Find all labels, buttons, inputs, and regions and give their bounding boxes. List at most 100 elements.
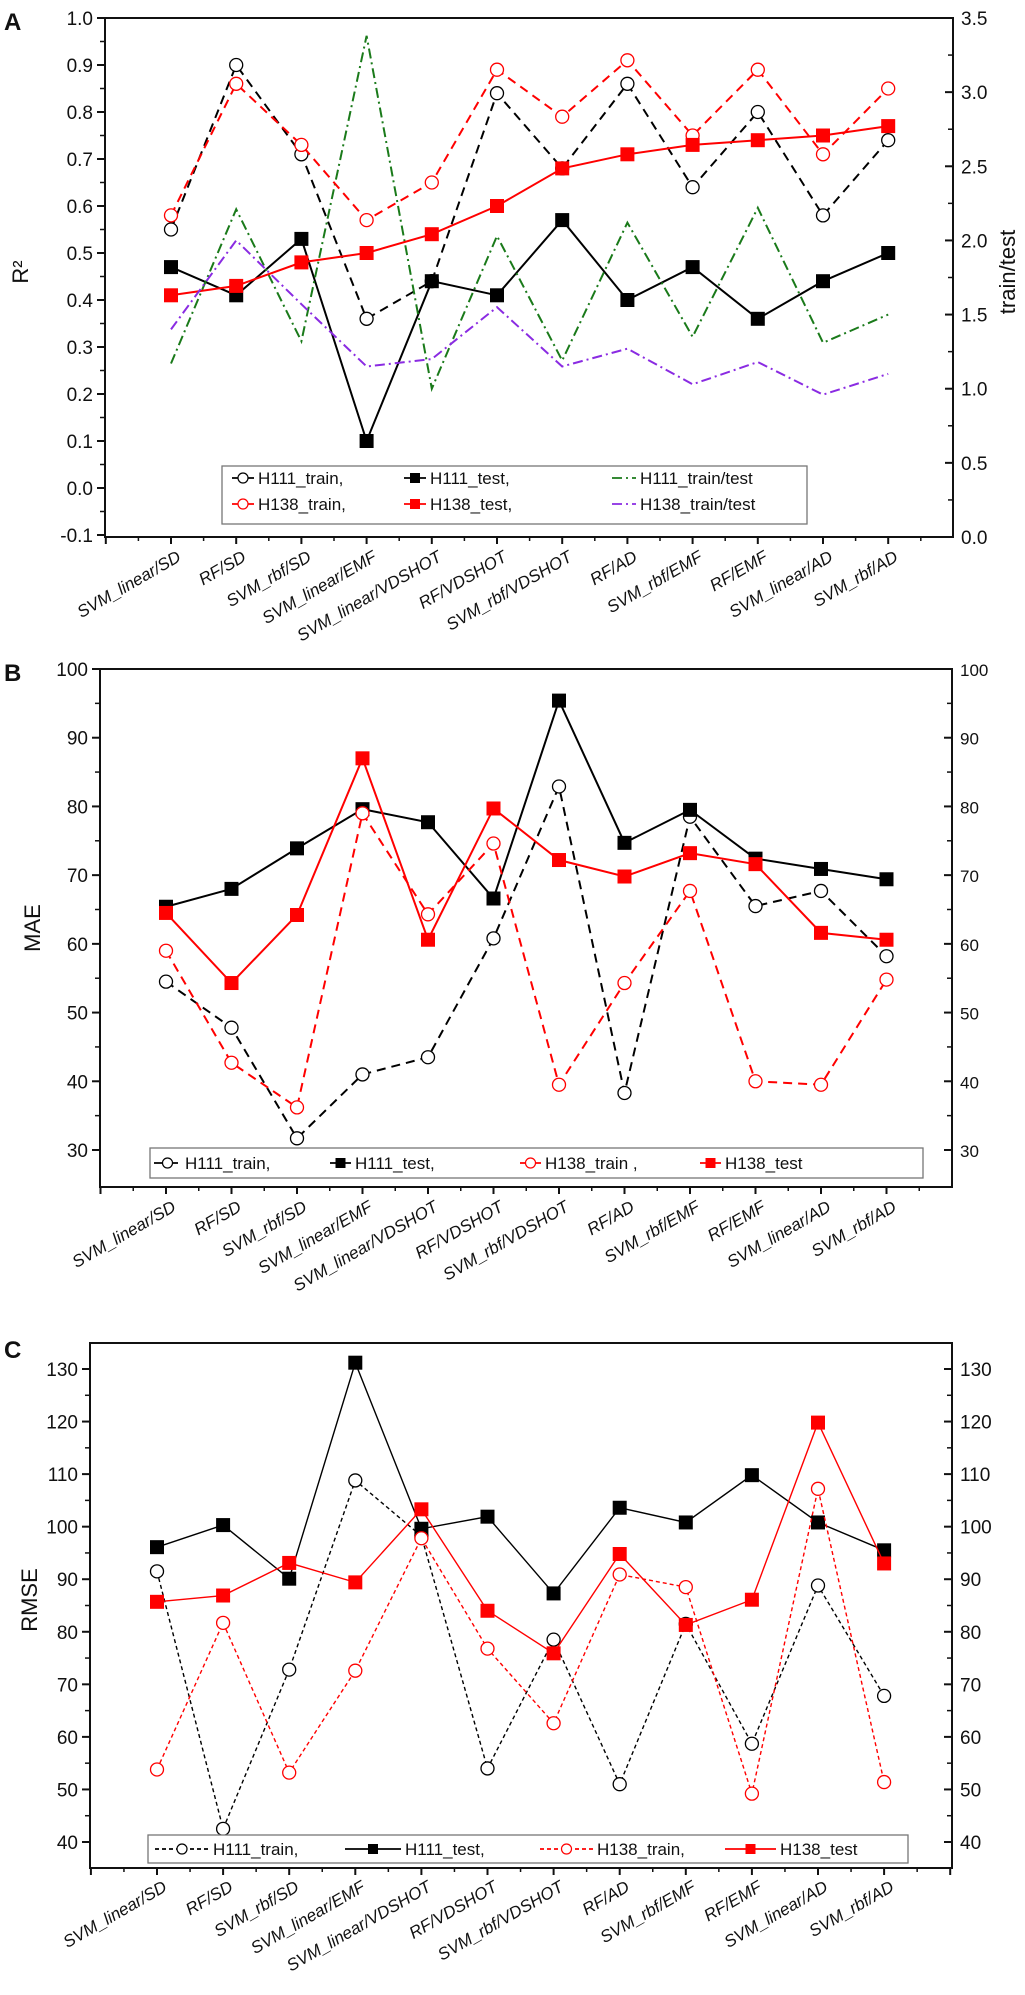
legend-label: H111_train, [258, 469, 343, 488]
data-point-square [294, 231, 309, 246]
y-tick-label: 40 [67, 1072, 88, 1093]
legend-label: H138_train, [597, 1840, 685, 1859]
y-axis-left: 30 40 50 60 70 80 90 100 [56, 660, 100, 1162]
y-tick-label: 60 [67, 935, 88, 956]
data-point-square [159, 905, 173, 920]
legend-label: H111_test, [405, 1840, 485, 1859]
data-point-circle [489, 62, 505, 77]
y-axis-left: -0.1 0.0 0.1 0.2 0.3 0.4 0.5 0.6 0.7 0.8 0.9 1.0 [60, 9, 105, 547]
legend-label: H138_test, [430, 495, 512, 514]
y-tick-label: 80 [57, 1623, 78, 1644]
data-point-square [490, 288, 504, 303]
y-tick-label: 0.2 [67, 385, 93, 406]
data-point-square [224, 976, 239, 991]
y2-tick-label: 130 [960, 1360, 992, 1381]
data-point-circle [551, 1077, 567, 1092]
data-point-square [811, 1515, 825, 1530]
series-line [156, 1420, 885, 1655]
y-tick-label: 40 [57, 1833, 78, 1854]
y-tick-label: 0.4 [67, 291, 94, 312]
data-point-circle [294, 137, 309, 153]
data-point-circle [289, 1100, 305, 1115]
legend-marker-circle [176, 1843, 188, 1855]
x-category-label: RF/SD [196, 547, 250, 589]
data-point-circle [620, 53, 635, 68]
data-point-circle [881, 133, 896, 148]
y2-tick-label: 120 [960, 1413, 992, 1434]
x-category-label: SVM_linear/SD [74, 547, 184, 622]
y-tick-label: 110 [48, 1465, 78, 1486]
data-point-square [150, 1594, 164, 1609]
y-tick-label: 50 [67, 1004, 88, 1025]
y2-tick-label: 40 [960, 1073, 979, 1092]
data-point-circle [348, 1663, 363, 1678]
legend: H111_train, H111_test, H111_train/test H138… [221, 465, 808, 525]
data-point-circle [424, 175, 439, 190]
legend-item: H138_train , [520, 1154, 638, 1173]
data-point-circle [876, 1688, 892, 1704]
data-point-circle [348, 1473, 363, 1488]
x-category-label: RF/AD [584, 1197, 638, 1239]
data-point-circle [879, 949, 894, 964]
data-point-square [414, 1502, 429, 1517]
series-h138-test [159, 751, 894, 991]
legend-marker-square [410, 473, 420, 483]
data-point-square [678, 1617, 693, 1632]
data-point-circle [414, 1531, 429, 1546]
data-point-square [685, 137, 700, 152]
data-point-circle [282, 1662, 297, 1677]
y-tick-label: 80 [67, 797, 88, 818]
series-line [170, 35, 889, 393]
series-h138-train [149, 1481, 892, 1801]
data-point-circle [617, 1085, 632, 1101]
legend-marker-square [335, 1158, 346, 1168]
data-point-circle [815, 147, 831, 162]
y2-tick-label: 2.5 [961, 157, 987, 178]
series-h138-train [158, 806, 894, 1115]
data-point-circle [149, 1564, 165, 1579]
data-point-circle [750, 104, 765, 120]
data-point-square [816, 274, 830, 289]
y2-tick-label: 0.5 [961, 454, 987, 475]
y-tick-label: 0.0 [67, 479, 93, 500]
data-point-square [480, 1509, 495, 1524]
legend-label: H138_test [780, 1840, 858, 1859]
data-point-circle [224, 1020, 239, 1035]
x-category-label: RF/AD [587, 547, 641, 589]
series-line [170, 218, 889, 444]
data-point-circle [282, 1765, 297, 1780]
panel-letter: C [4, 1337, 21, 1364]
legend-item: H138_test [700, 1154, 803, 1173]
data-point-circle [555, 109, 570, 124]
series-h138-test [150, 1415, 892, 1661]
series-h111-train-test [170, 35, 889, 393]
data-point-square [879, 872, 894, 887]
y-tick-label: 1.0 [67, 9, 93, 30]
y-tick-label: -0.1 [60, 526, 93, 547]
data-point-circle [224, 1055, 239, 1070]
data-point-circle [810, 1481, 826, 1496]
x-axis: SVM_linear/SD RF/SDSVM_rbf/SDSVM_linear/E… [60, 1868, 952, 1975]
data-point-circle [355, 1067, 370, 1082]
y2-tick-label: 50 [960, 1780, 981, 1801]
y2-tick-label: 90 [960, 1570, 981, 1591]
data-point-circle [551, 779, 567, 794]
data-point-circle [881, 81, 896, 96]
data-point-square [814, 861, 828, 876]
legend-item: H111_test, [330, 1154, 435, 1173]
data-point-square [224, 881, 239, 896]
series-h138-test [164, 119, 896, 303]
series-line [165, 810, 888, 1110]
legend-marker-circle [524, 1157, 537, 1169]
data-point-square [620, 293, 635, 307]
data-point-square [683, 802, 697, 817]
data-point-square [282, 1555, 297, 1570]
x-category-label: SVM_rbf/VDSHOT [434, 1876, 568, 1964]
y2-tick-label: 2.0 [961, 231, 987, 252]
data-point-circle [879, 972, 894, 987]
y2-tick-label: 60 [960, 936, 979, 955]
legend-label: H111_train/test [640, 469, 753, 488]
legend-label: H138_train, [258, 495, 346, 514]
panel-b: B 30 40 50 60 70 80 90 100 30 40 50 60 70 80 90 100 MAE SV… [4, 660, 988, 1295]
